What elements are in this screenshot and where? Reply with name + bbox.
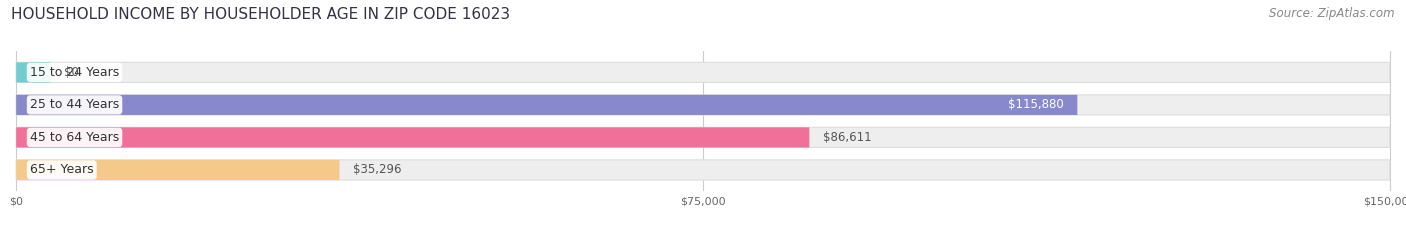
FancyBboxPatch shape [17,127,810,147]
Text: Source: ZipAtlas.com: Source: ZipAtlas.com [1270,7,1395,20]
Text: 45 to 64 Years: 45 to 64 Years [30,131,120,144]
Text: HOUSEHOLD INCOME BY HOUSEHOLDER AGE IN ZIP CODE 16023: HOUSEHOLD INCOME BY HOUSEHOLDER AGE IN Z… [11,7,510,22]
Text: 25 to 44 Years: 25 to 44 Years [30,98,120,111]
Text: $0: $0 [65,66,79,79]
Text: $86,611: $86,611 [823,131,872,144]
Text: $115,880: $115,880 [1008,98,1063,111]
FancyBboxPatch shape [17,160,1389,180]
FancyBboxPatch shape [17,62,1389,82]
FancyBboxPatch shape [17,95,1389,115]
FancyBboxPatch shape [17,127,1389,147]
FancyBboxPatch shape [17,160,339,180]
Text: 15 to 24 Years: 15 to 24 Years [30,66,120,79]
FancyBboxPatch shape [17,62,51,82]
Text: $35,296: $35,296 [353,163,402,176]
FancyBboxPatch shape [17,95,1077,115]
Text: 65+ Years: 65+ Years [30,163,94,176]
